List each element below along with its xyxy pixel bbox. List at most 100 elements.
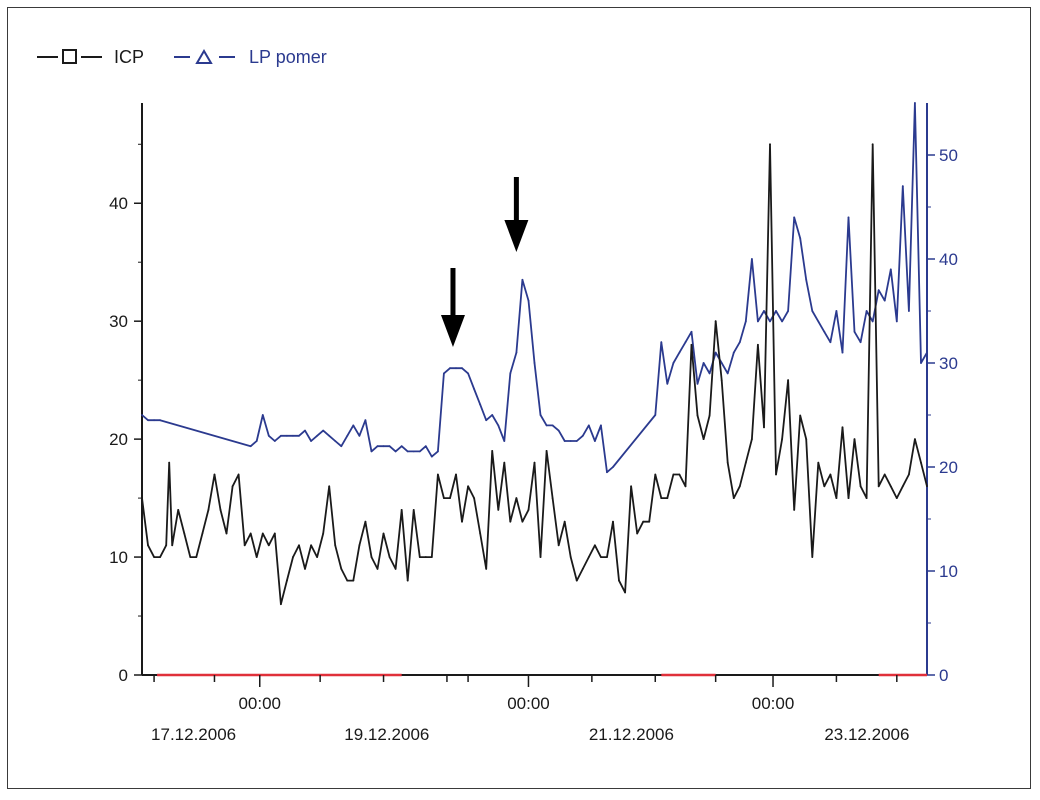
legend: ICP LP pomer — [37, 47, 327, 67]
data-point-lp-pomer-107 — [907, 310, 910, 312]
data-point-lp-pomer-75 — [714, 351, 717, 354]
data-point-icp-12 — [207, 508, 210, 511]
data-point-icp-76 — [593, 544, 596, 547]
data-point-icp-30 — [316, 556, 319, 558]
data-point-icp-55 — [467, 485, 469, 488]
x-date-label-3: 23.12.2006 — [824, 725, 909, 744]
data-point-icp-117 — [841, 426, 844, 429]
data-point-icp-37 — [358, 544, 361, 547]
data-point-icp-17 — [237, 473, 240, 476]
legend-icp-label: ICP — [114, 47, 144, 67]
data-point-icp-5 — [168, 461, 171, 464]
data-point-lp-pomer-44 — [491, 414, 494, 416]
data-point-icp-103 — [757, 343, 759, 346]
data-point-lp-pomer-35 — [436, 450, 439, 453]
data-point-icp-41 — [382, 532, 385, 535]
data-point-icp-8 — [183, 532, 186, 535]
data-point-icp-125 — [889, 485, 892, 488]
data-point-icp-59 — [491, 450, 494, 452]
data-point-icp-68 — [545, 450, 548, 452]
data-point-icp-34 — [340, 567, 343, 570]
data-point-icp-129 — [914, 438, 916, 441]
data-point-icp-66 — [533, 461, 536, 464]
data-point-icp-131 — [926, 485, 928, 488]
data-point-lp-pomer-80 — [744, 320, 747, 323]
data-point-lp-pomer-70 — [684, 341, 687, 344]
data-point-lp-pomer-69 — [678, 351, 681, 354]
data-point-lp-pomer-66 — [660, 341, 663, 344]
data-point-icp-121 — [865, 497, 868, 499]
data-point-icp-24 — [279, 603, 282, 606]
y-left-tick-label-1: 10 — [109, 548, 128, 567]
legend-icp-square-marker — [62, 49, 77, 64]
data-point-lp-pomer-76 — [720, 362, 723, 364]
data-point-lp-pomer-55 — [557, 429, 560, 432]
data-point-lp-pomer-108 — [914, 102, 916, 104]
data-point-icp-128 — [907, 473, 910, 476]
data-point-icp-122 — [871, 143, 874, 146]
data-point-lp-pomer-92 — [817, 320, 820, 323]
x-time-label-2: 00:00 — [752, 694, 795, 713]
data-point-lp-pomer-47 — [509, 372, 512, 375]
data-point-icp-43 — [394, 567, 397, 570]
data-point-icp-102 — [750, 438, 753, 441]
data-point-icp-47 — [418, 556, 421, 558]
data-point-lp-pomer-87 — [787, 310, 790, 312]
data-point-lp-pomer-27 — [388, 445, 391, 448]
data-point-icp-111 — [805, 438, 808, 441]
data-point-lp-pomer-106 — [901, 185, 904, 188]
data-point-icp-32 — [328, 485, 331, 488]
data-point-icp-64 — [521, 520, 524, 523]
annotation-arrow-head-0 — [440, 315, 465, 347]
data-point-icp-94 — [702, 438, 705, 441]
data-point-icp-16 — [231, 485, 234, 488]
data-point-lp-pomer-89 — [799, 237, 802, 240]
data-point-lp-pomer-29 — [400, 445, 403, 448]
data-point-lp-pomer-94 — [829, 341, 832, 344]
data-point-icp-124 — [883, 473, 886, 476]
y-right-tick-label-5: 50 — [939, 146, 958, 165]
data-point-icp-90 — [678, 473, 681, 476]
data-point-lp-pomer-28 — [394, 450, 397, 453]
data-point-icp-0 — [141, 497, 143, 499]
data-point-lp-pomer-64 — [612, 466, 614, 468]
data-point-lp-pomer-73 — [702, 362, 705, 364]
data-point-icp-19 — [249, 532, 252, 535]
data-point-icp-123 — [877, 485, 880, 488]
data-point-lp-pomer-34 — [430, 455, 433, 458]
series-lp-pomer — [141, 102, 928, 474]
data-point-icp-62 — [509, 520, 512, 523]
data-point-lp-pomer-48 — [515, 351, 518, 354]
data-point-lp-pomer-43 — [485, 419, 488, 422]
data-point-lp-pomer-1 — [147, 419, 149, 422]
data-point-icp-75 — [587, 556, 590, 558]
data-point-icp-83 — [636, 532, 639, 535]
x-date-label-1: 19.12.2006 — [344, 725, 429, 744]
y-right-tick-label-3: 30 — [939, 354, 958, 373]
data-point-icp-120 — [859, 485, 862, 488]
data-point-lp-pomer-2 — [153, 419, 155, 422]
y-left-tick-label-4: 40 — [109, 194, 128, 213]
data-point-icp-49 — [430, 556, 433, 558]
data-point-lp-pomer-19 — [340, 445, 343, 448]
data-point-lp-pomer-4 — [249, 445, 252, 448]
data-point-lp-pomer-6 — [261, 414, 264, 416]
series-icp — [141, 143, 928, 606]
data-point-lp-pomer-57 — [569, 440, 572, 442]
data-point-lp-pomer-12 — [298, 434, 300, 437]
data-point-lp-pomer-45 — [497, 424, 500, 427]
data-point-icp-126 — [895, 497, 898, 499]
data-point-icp-31 — [322, 532, 325, 535]
data-point-lp-pomer-22 — [358, 434, 361, 437]
data-point-icp-127 — [901, 485, 904, 488]
data-point-lp-pomer-10 — [286, 434, 288, 437]
data-point-icp-107 — [781, 438, 783, 441]
data-point-lp-pomer-5 — [255, 440, 258, 442]
data-point-icp-98 — [726, 461, 729, 464]
data-point-icp-61 — [503, 461, 506, 464]
data-point-lp-pomer-15 — [316, 434, 319, 437]
data-point-icp-13 — [213, 473, 216, 476]
data-point-lp-pomer-7 — [267, 434, 270, 437]
x-time-label-1: 00:00 — [507, 694, 550, 713]
